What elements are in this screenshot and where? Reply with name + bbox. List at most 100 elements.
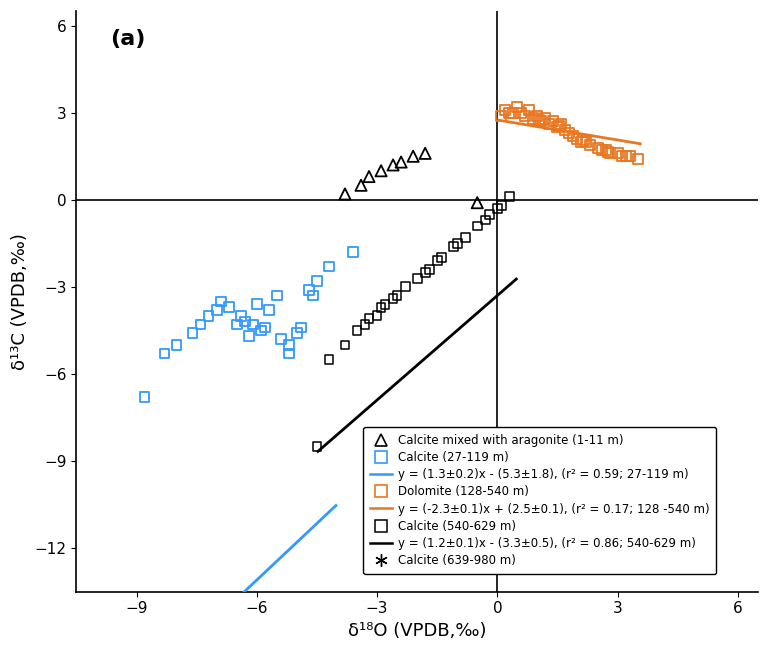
Point xyxy=(439,203,451,214)
Point xyxy=(339,189,351,199)
Point xyxy=(411,273,423,283)
X-axis label: δ¹⁸O (VPDB,‰): δ¹⁸O (VPDB,‰) xyxy=(348,622,486,640)
Point xyxy=(515,107,528,118)
Point xyxy=(307,290,319,301)
Point xyxy=(283,340,295,350)
Point xyxy=(483,143,495,153)
Point xyxy=(255,326,267,336)
Point xyxy=(295,322,307,333)
Point xyxy=(571,133,584,144)
Point xyxy=(511,102,524,112)
Point xyxy=(339,340,351,350)
Point xyxy=(323,261,335,271)
Point xyxy=(419,212,431,223)
Point xyxy=(222,302,235,312)
Point xyxy=(375,165,388,176)
Point xyxy=(508,107,520,118)
Point xyxy=(419,267,431,277)
Point xyxy=(555,119,568,130)
Legend: Calcite mixed with aragonite (1-11 m), Calcite (27-119 m), y = (1.3±0.2)x - (5.3: Calcite mixed with aragonite (1-11 m), C… xyxy=(363,427,716,574)
Point xyxy=(247,320,259,330)
Point xyxy=(211,305,223,315)
Point xyxy=(202,311,215,321)
Point xyxy=(187,328,199,339)
Point xyxy=(584,139,596,150)
Point xyxy=(238,316,251,327)
Point xyxy=(283,348,295,359)
Point xyxy=(263,305,275,315)
Point xyxy=(431,256,444,266)
Point xyxy=(195,320,207,330)
Point xyxy=(375,302,388,312)
Point xyxy=(535,113,548,124)
Point xyxy=(275,334,287,344)
Point xyxy=(620,151,632,161)
Point xyxy=(511,122,524,132)
Point xyxy=(215,296,227,307)
Point xyxy=(539,113,551,124)
Point xyxy=(371,261,383,271)
Point xyxy=(535,116,548,126)
Point xyxy=(575,137,588,147)
Point xyxy=(391,221,403,231)
Point xyxy=(508,151,520,161)
Point xyxy=(391,290,403,301)
Point xyxy=(231,320,243,330)
Point xyxy=(523,105,535,115)
Point xyxy=(235,311,247,321)
Point xyxy=(471,221,484,231)
Text: (a): (a) xyxy=(111,29,146,49)
Point xyxy=(531,116,544,126)
Point xyxy=(533,115,545,125)
Point xyxy=(379,299,391,309)
Point xyxy=(419,148,431,159)
Point xyxy=(503,191,515,202)
Point xyxy=(387,293,399,303)
Point xyxy=(499,105,511,115)
Point xyxy=(495,111,508,121)
Point xyxy=(595,145,608,156)
Point xyxy=(528,119,540,130)
Point xyxy=(359,320,371,330)
Point xyxy=(495,201,508,211)
Point xyxy=(559,125,571,135)
Point xyxy=(435,253,448,263)
Point xyxy=(351,326,363,336)
Y-axis label: δ¹³C (VPDB,‰): δ¹³C (VPDB,‰) xyxy=(11,233,29,370)
Point xyxy=(611,148,624,159)
Point xyxy=(251,299,263,309)
Point xyxy=(371,311,383,321)
Point xyxy=(387,159,399,170)
Point xyxy=(298,250,311,260)
Point xyxy=(531,111,544,121)
Point xyxy=(528,113,540,124)
Point xyxy=(519,131,531,141)
Point xyxy=(258,322,271,333)
Point xyxy=(523,125,535,135)
Point xyxy=(347,247,359,257)
Point xyxy=(323,354,335,365)
Point xyxy=(138,392,151,402)
Point xyxy=(624,151,636,161)
Point xyxy=(631,154,644,164)
Point xyxy=(158,348,171,359)
Point xyxy=(399,282,411,292)
Point xyxy=(578,135,590,145)
Point xyxy=(604,148,616,159)
Point xyxy=(548,116,560,126)
Point xyxy=(171,340,183,350)
Point xyxy=(615,151,628,161)
Point xyxy=(515,137,528,147)
Point xyxy=(495,133,508,144)
Point xyxy=(271,290,283,301)
Point xyxy=(519,111,531,121)
Point xyxy=(591,143,604,153)
Point xyxy=(459,232,471,243)
Point xyxy=(539,111,551,121)
Point xyxy=(551,122,564,132)
Point xyxy=(423,264,435,275)
Point xyxy=(311,276,323,286)
Point xyxy=(363,171,375,182)
Point xyxy=(503,128,515,138)
Point xyxy=(291,328,303,339)
